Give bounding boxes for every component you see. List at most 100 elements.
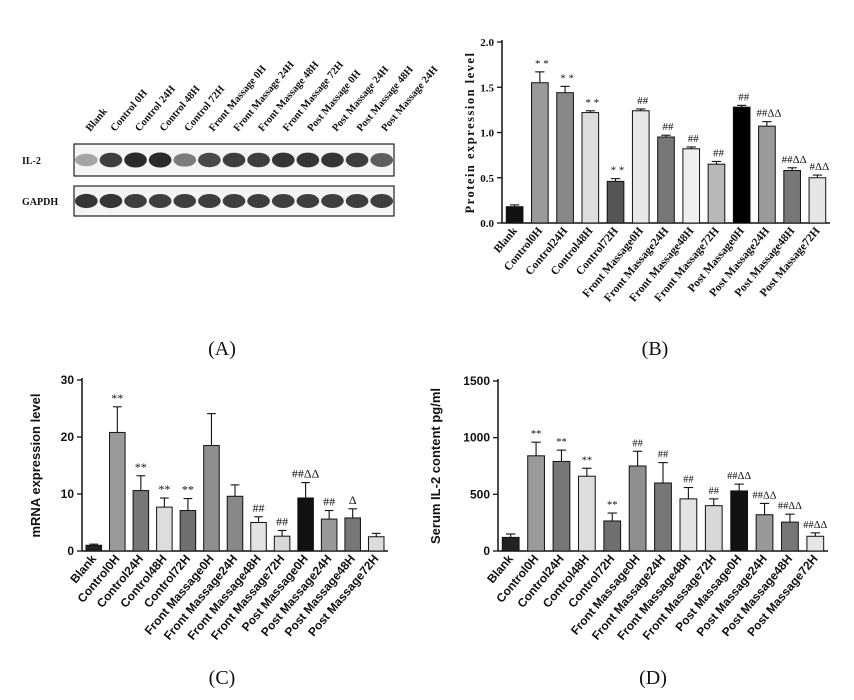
blot-band xyxy=(173,153,197,167)
bar xyxy=(577,475,596,552)
bar xyxy=(226,495,244,552)
bar xyxy=(367,536,385,552)
significance-label: ** xyxy=(531,429,542,440)
significance-label: ## xyxy=(323,495,335,509)
significance-label: * * xyxy=(585,97,599,109)
bar xyxy=(581,112,600,224)
blot-band xyxy=(74,193,98,209)
panel-label-b: (B) xyxy=(642,338,669,360)
y-tick-label: 1.5 xyxy=(480,82,494,94)
lane-label: Blank xyxy=(84,106,110,134)
y-tick-label: 1000 xyxy=(463,431,490,445)
bar xyxy=(501,536,520,552)
blot-band xyxy=(99,152,123,168)
bar xyxy=(704,505,723,552)
significance-label: ## xyxy=(253,501,265,515)
blot-band xyxy=(370,153,394,167)
bar xyxy=(730,490,749,552)
bar xyxy=(531,82,549,224)
blot-band xyxy=(173,194,197,208)
y-tick-label: 500 xyxy=(470,487,490,501)
blot-band xyxy=(370,194,394,208)
blot-band xyxy=(247,194,270,208)
bar xyxy=(732,106,751,224)
bar xyxy=(132,490,150,552)
significance-label: ##ΔΔ xyxy=(782,154,807,166)
significance-label: ## xyxy=(658,450,669,461)
significance-label: ##ΔΔ xyxy=(778,501,802,512)
significance-label: ** xyxy=(182,483,194,497)
significance-label: ##ΔΔ xyxy=(753,490,777,501)
bar xyxy=(654,482,672,552)
significance-label: * * xyxy=(611,165,625,177)
y-tick-label: 10 xyxy=(61,487,75,501)
y-tick-label: 1500 xyxy=(463,374,490,388)
bar xyxy=(679,498,698,552)
bar xyxy=(631,110,650,224)
blot-band xyxy=(222,152,246,168)
significance-label: ## xyxy=(276,514,288,528)
y-tick-label: 1.0 xyxy=(480,128,494,140)
bar xyxy=(628,465,647,552)
significance-label: ** xyxy=(582,455,593,466)
significance-label: Δ xyxy=(349,493,357,507)
blot-row-label: GAPDH xyxy=(22,197,58,208)
significance-label: ## xyxy=(637,95,649,107)
blot-band xyxy=(198,152,221,168)
bar xyxy=(755,514,774,552)
significance-label: ## xyxy=(688,133,700,145)
significance-label: * * xyxy=(560,72,574,84)
significance-label: ## xyxy=(713,147,725,159)
y-tick-label: 30 xyxy=(61,373,75,387)
blot-band xyxy=(124,194,147,208)
panel-label-a: (A) xyxy=(208,338,236,360)
blot-band xyxy=(321,152,344,168)
bar xyxy=(85,544,103,552)
bar xyxy=(707,163,726,224)
blot-band xyxy=(148,194,172,208)
y-axis-label: Protein expression level xyxy=(463,52,477,214)
blot-band xyxy=(148,152,172,168)
blot-band xyxy=(345,194,369,208)
significance-label: ## xyxy=(709,486,720,497)
bar xyxy=(552,460,571,552)
bar xyxy=(603,520,622,552)
blot-band xyxy=(99,193,123,209)
blot-band xyxy=(247,152,270,168)
blot-band xyxy=(321,194,344,208)
significance-label: ** xyxy=(158,482,170,496)
bar xyxy=(606,180,625,224)
significance-label: ## xyxy=(632,438,643,449)
y-tick-label: 0.5 xyxy=(480,173,494,185)
blot-band xyxy=(124,152,147,168)
blot-band xyxy=(345,152,369,168)
bar xyxy=(783,170,801,224)
bar xyxy=(320,518,338,552)
bar xyxy=(758,125,776,224)
panel-label-c: (C) xyxy=(209,667,236,689)
y-tick-label: 0 xyxy=(67,544,74,558)
y-axis-label: Serum IL-2 content pg/ml xyxy=(428,388,443,544)
y-tick-label: 2.0 xyxy=(480,37,494,49)
significance-label: ** xyxy=(607,500,618,511)
blot-band xyxy=(296,194,320,208)
bar xyxy=(156,506,173,552)
significance-label: ## xyxy=(663,121,675,133)
significance-label: #ΔΔ xyxy=(810,161,830,173)
bar xyxy=(203,445,220,552)
significance-label: ** xyxy=(556,437,567,448)
blot-band xyxy=(271,152,295,168)
y-axis-label: mRNA expression level xyxy=(28,393,43,537)
bar xyxy=(556,92,574,224)
bar xyxy=(297,497,314,552)
blot-band xyxy=(271,194,295,208)
bar xyxy=(806,535,825,552)
significance-label: ##ΔΔ xyxy=(756,108,781,120)
bar xyxy=(505,206,524,224)
bar xyxy=(250,522,267,552)
bar xyxy=(657,136,675,224)
significance-label: ##ΔΔ xyxy=(803,520,827,531)
